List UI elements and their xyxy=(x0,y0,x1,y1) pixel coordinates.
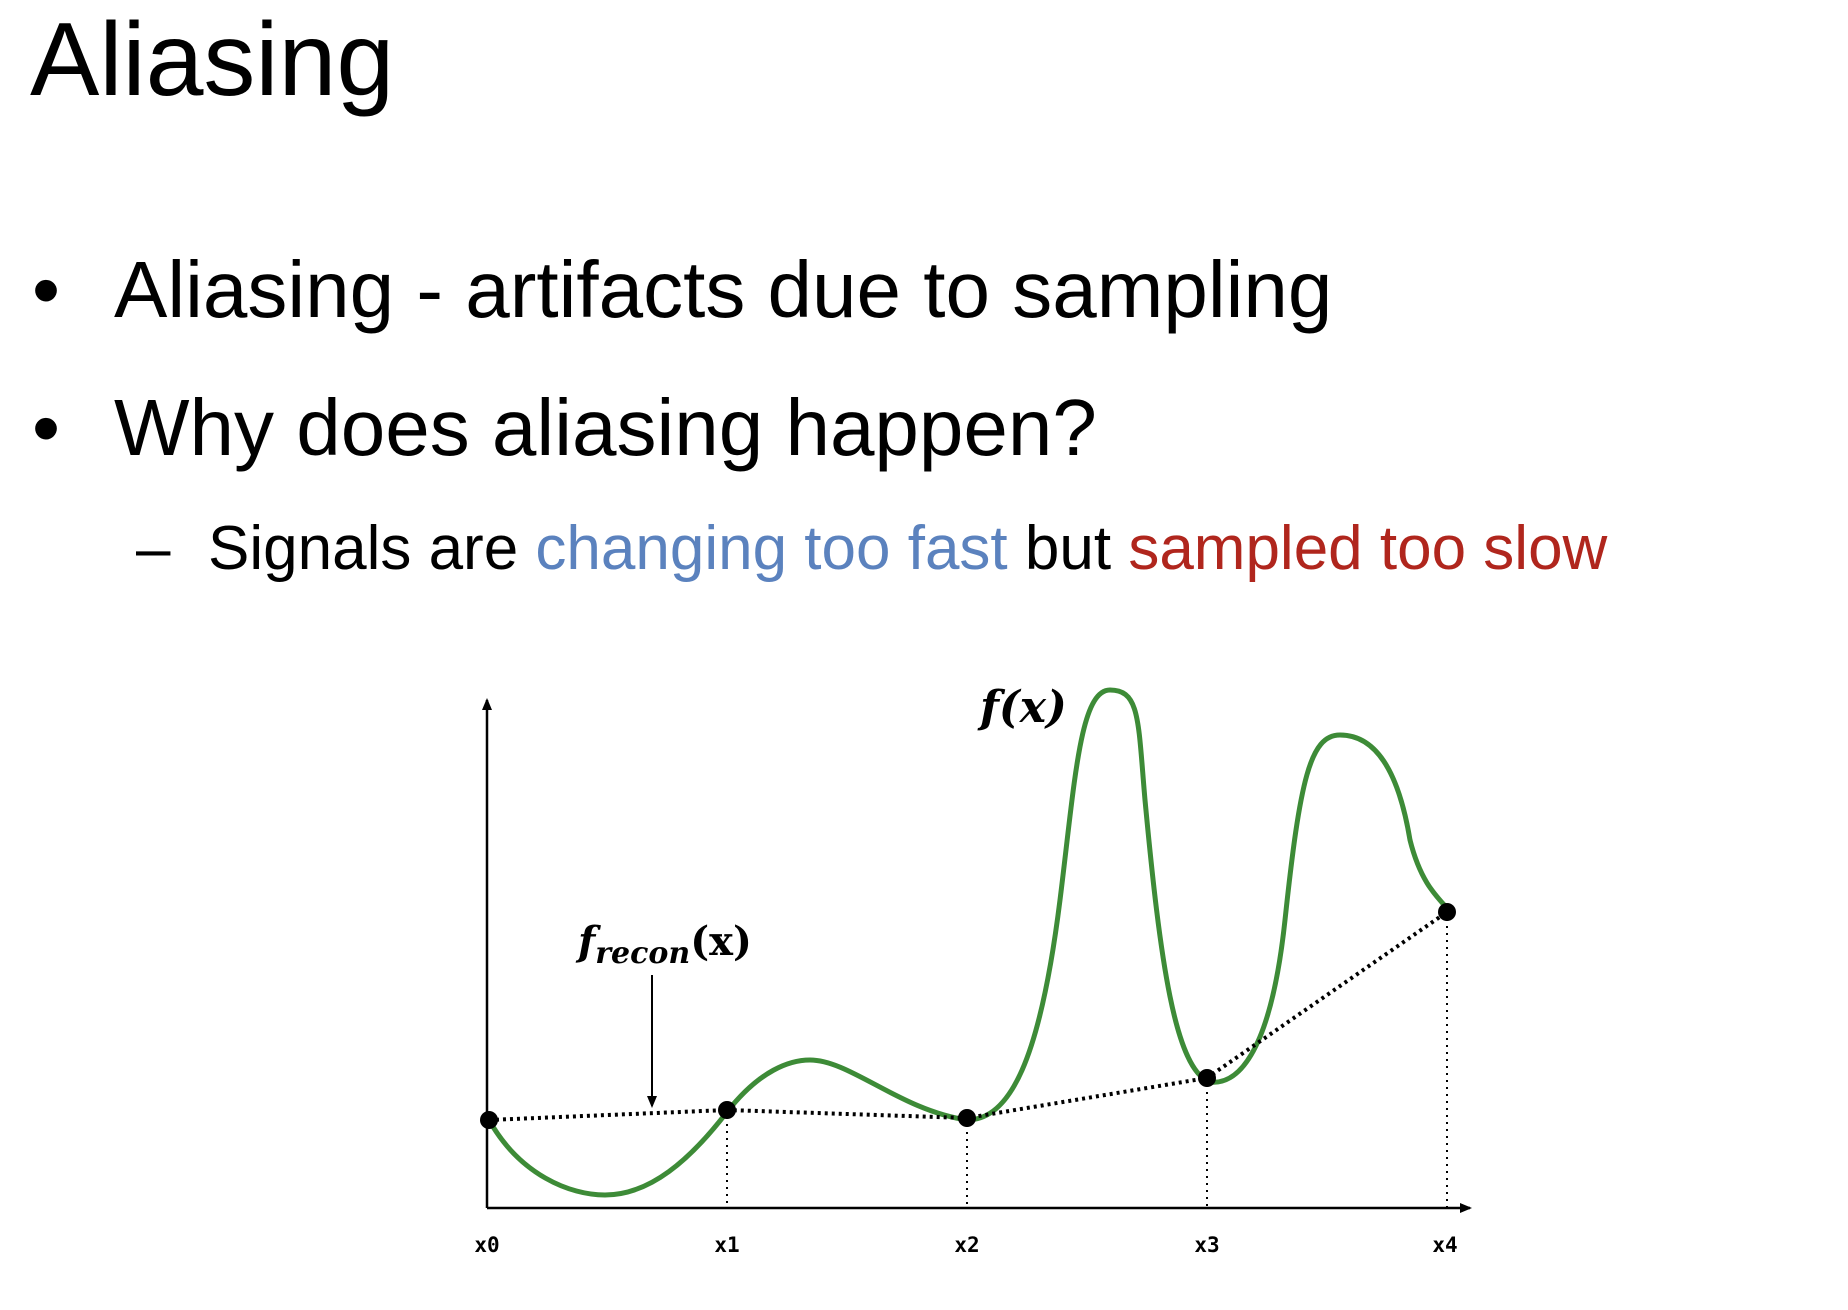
sub-bullet-signals: – Signals are changing too fast but sampl… xyxy=(136,518,1607,580)
tick-label-x0: x0 xyxy=(474,1233,499,1257)
recon-label-arg: (x) xyxy=(690,918,752,965)
recon-label-sub: recon xyxy=(595,936,690,971)
sample-point-x2 xyxy=(958,1109,976,1127)
tick-label-x2: x2 xyxy=(954,1233,979,1257)
bullet-mark: • xyxy=(32,245,61,334)
bullet-text: Why does aliasing happen? xyxy=(114,383,1097,472)
bullet-item-why-aliasing: • Why does aliasing happen? xyxy=(30,388,1332,468)
highlight-sampled-too-slow: sampled too slow xyxy=(1128,514,1608,583)
tick-label-x1: x1 xyxy=(714,1233,739,1257)
slide-title: Aliasing xyxy=(30,2,395,118)
highlight-changing-too-fast: changing too fast xyxy=(535,514,1008,583)
tick-label-x4: x4 xyxy=(1432,1233,1457,1257)
bullet-item-aliasing-definition: • Aliasing - artifacts due to sampling xyxy=(30,250,1332,330)
bullet-text: Aliasing - artifacts due to sampling xyxy=(114,245,1333,334)
sample-point-x4 xyxy=(1438,903,1456,921)
recon-label: frecon(x) xyxy=(575,918,752,971)
sub-bullet-text-middle: but xyxy=(1007,514,1129,583)
bullet-mark: • xyxy=(32,383,61,472)
sub-bullet-dash: – xyxy=(136,514,171,583)
sample-point-x0 xyxy=(480,1111,498,1129)
tick-label-x3: x3 xyxy=(1194,1233,1219,1257)
signal-label: f(x) xyxy=(977,682,1067,733)
sub-bullet-text-start: Signals are xyxy=(208,514,536,583)
bullet-list: • Aliasing - artifacts due to sampling •… xyxy=(30,250,1332,526)
sample-point-x3 xyxy=(1198,1069,1216,1087)
sample-point-x1 xyxy=(718,1101,736,1119)
